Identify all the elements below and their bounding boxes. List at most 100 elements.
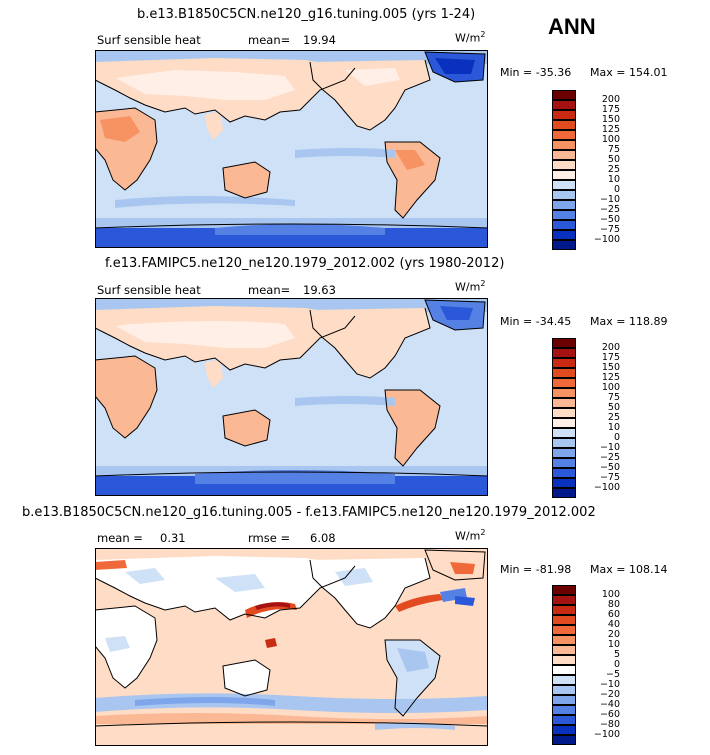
panel3-mean-value: 0.31 <box>160 531 186 545</box>
swatch <box>552 448 576 458</box>
swatch <box>552 635 576 645</box>
swatch <box>552 665 576 675</box>
colorbar-label: 200 <box>601 94 620 105</box>
swatch <box>552 705 576 715</box>
colorbar-label: −75 <box>599 224 620 235</box>
swatch <box>552 585 576 595</box>
colorbar-label: 175 <box>601 352 620 363</box>
colorbar-label: 0 <box>613 184 620 195</box>
maritime-hotspot <box>265 638 277 648</box>
panel3-mean-label: mean = <box>97 531 143 545</box>
swatch <box>552 338 576 348</box>
panel3-title: b.e13.B1850C5CN.ne120_g16.tuning.005 - f… <box>22 505 596 520</box>
swatch <box>552 348 576 358</box>
swatch <box>552 130 576 140</box>
swatch <box>552 695 576 705</box>
panel3-rmse-label: rmse = <box>248 531 291 545</box>
swatch <box>552 240 576 250</box>
panel3-max: Max = 108.14 <box>590 563 668 576</box>
panel1-mean-label: mean= <box>248 33 291 47</box>
panel3-units: W/m2 <box>455 528 486 543</box>
swatch <box>552 180 576 190</box>
panel1-min: Min = -35.36 <box>500 66 572 79</box>
swatch <box>552 478 576 488</box>
swatch <box>552 595 576 605</box>
swatch <box>552 200 576 210</box>
panel1-map <box>95 50 488 248</box>
panel2-min: Min = -34.45 <box>500 315 572 328</box>
panel3-rmse-value: 6.08 <box>310 531 336 545</box>
colorbar-label: −50 <box>599 462 620 473</box>
swatch <box>552 140 576 150</box>
swatch <box>552 655 576 665</box>
south-america <box>385 142 440 218</box>
swatch <box>552 605 576 615</box>
australia <box>223 660 270 696</box>
colorbar-label: 0 <box>613 659 620 670</box>
colorbar-label: 125 <box>601 124 620 135</box>
north-america <box>310 308 430 378</box>
swatch <box>552 388 576 398</box>
north-america <box>310 60 430 130</box>
swatch <box>552 715 576 725</box>
panel2-max: Max = 118.89 <box>590 315 668 328</box>
antarctic-band <box>95 726 488 746</box>
season-label: ANN <box>548 14 596 39</box>
swatch <box>552 378 576 388</box>
panel1-max: Max = 154.01 <box>590 66 668 79</box>
colorbar-label: 75 <box>607 144 620 155</box>
colorbar-label: −20 <box>599 689 620 700</box>
swatch <box>552 220 576 230</box>
swatch <box>552 428 576 438</box>
swatch <box>552 458 576 468</box>
colorbar-label: −10 <box>599 194 620 205</box>
swatch <box>552 100 576 110</box>
colorbar-label: 100 <box>601 134 620 145</box>
south-america <box>385 390 440 466</box>
swatch <box>552 150 576 160</box>
colorbar-label: 125 <box>601 372 620 383</box>
swatch <box>552 90 576 100</box>
swatch <box>552 625 576 635</box>
panel2-title: f.e13.FAMIPC5.ne120_ne120.1979_2012.002 … <box>105 256 505 271</box>
swatch <box>552 160 576 170</box>
colorbar-label: 10 <box>607 639 620 650</box>
colorbar-label: 10 <box>607 422 620 433</box>
colorbar-label: −10 <box>599 442 620 453</box>
swatch <box>552 438 576 448</box>
swatch <box>552 488 576 498</box>
colorbar-label: 100 <box>601 382 620 393</box>
swatch <box>552 368 576 378</box>
swatch <box>552 645 576 655</box>
swatch <box>552 398 576 408</box>
panel2-units: W/m2 <box>455 279 486 294</box>
panel2-variable: Surf sensible heat <box>97 283 201 297</box>
swatch <box>552 675 576 685</box>
swatch <box>552 685 576 695</box>
panel1-title: b.e13.B1850C5CN.ne120_g16.tuning.005 (yr… <box>137 7 476 22</box>
panel3-map <box>95 548 488 746</box>
colorbar-label: −40 <box>599 699 620 710</box>
swatch <box>552 725 576 735</box>
gulf-stream-hotspot <box>395 594 443 612</box>
swatch <box>552 190 576 200</box>
colorbar-label: 75 <box>607 392 620 403</box>
colorbar-label: −100 <box>593 729 620 740</box>
colorbar-label: 200 <box>601 342 620 353</box>
swatch <box>552 210 576 220</box>
colorbar-label: −75 <box>599 472 620 483</box>
colorbar-label: 150 <box>601 114 620 125</box>
australia <box>223 162 270 198</box>
panel2-mean-value: 19.63 <box>303 283 336 297</box>
swatch <box>552 735 576 745</box>
panel3-min: Min = -81.98 <box>500 563 572 576</box>
colorbar-label: −25 <box>599 204 620 215</box>
colorbar-label: −5 <box>605 669 620 680</box>
colorbar-label: −100 <box>593 482 620 493</box>
colorbar-label: 10 <box>607 174 620 185</box>
colorbar-label: 25 <box>607 164 620 175</box>
colorbar-label: −25 <box>599 452 620 463</box>
colorbar-label: 100 <box>601 589 620 600</box>
australia <box>223 410 270 446</box>
colorbar-label: 80 <box>607 599 620 610</box>
